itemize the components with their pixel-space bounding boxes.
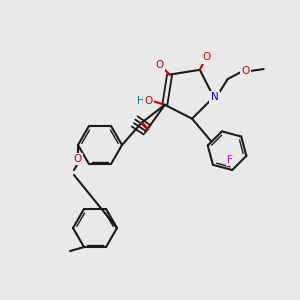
- Text: N: N: [211, 92, 219, 102]
- Text: O: O: [74, 154, 82, 164]
- Text: O: O: [202, 52, 210, 62]
- Text: H: H: [137, 96, 145, 106]
- Text: O: O: [156, 60, 164, 70]
- Text: O: O: [242, 66, 250, 76]
- Text: O: O: [145, 96, 153, 106]
- Text: F: F: [227, 155, 233, 165]
